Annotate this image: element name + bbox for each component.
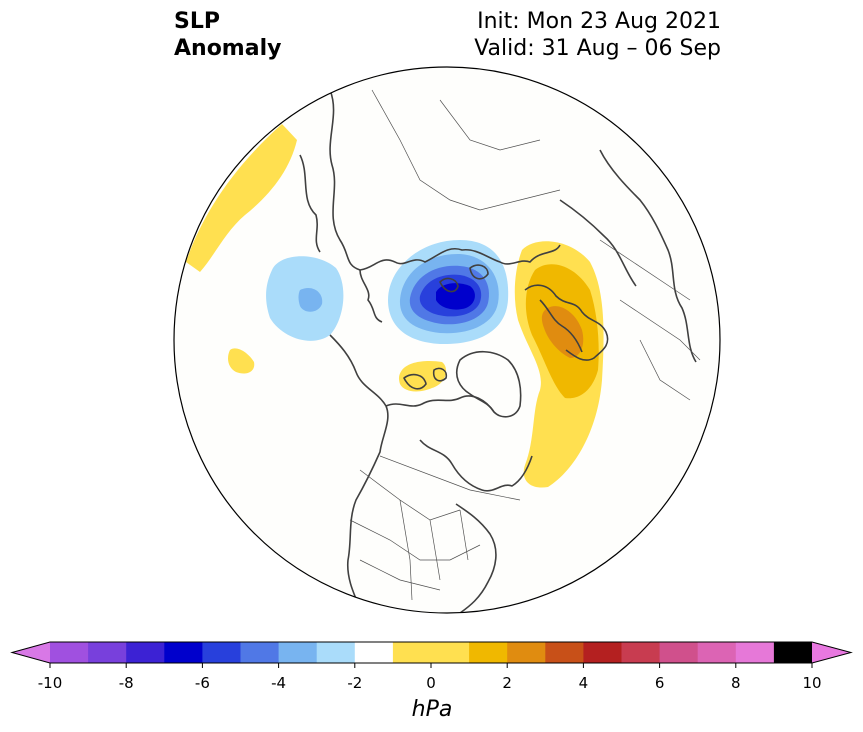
date-info: Init: Mon 23 Aug 2021 Valid: 31 Aug – 06… — [474, 8, 721, 62]
colorbar-segment — [316, 642, 356, 663]
colorbar-tick-label: 10 — [802, 674, 821, 692]
colorbar-tick-label: -10 — [38, 674, 63, 692]
colorbar-ticks: -10 -8 -6 -4 -2 0 2 4 6 8 10 — [38, 663, 822, 692]
coastlines — [299, 89, 697, 613]
colorbar-segment — [354, 642, 394, 663]
colorbar-segment — [50, 642, 89, 663]
init-date: Init: Mon 23 Aug 2021 — [477, 9, 721, 34]
colorbar-extend-low — [12, 642, 50, 663]
colorbar-tick-label: -8 — [119, 674, 134, 692]
colorbar-segment — [126, 642, 165, 663]
colorbar-segment — [164, 642, 203, 663]
colorbar-segments — [10, 641, 853, 664]
borders — [349, 89, 701, 601]
colorbar-tick-label: 0 — [426, 674, 436, 692]
colorbar-tick-label: -4 — [271, 674, 286, 692]
colorbar-segment — [735, 642, 775, 663]
colorbar-segment — [773, 642, 813, 663]
colorbar-segment — [545, 642, 584, 663]
colorbar-segment — [507, 642, 546, 663]
anomaly-pacific-positive — [186, 124, 297, 272]
colorbar-segment — [202, 642, 241, 663]
anomaly-pole-negative — [388, 240, 509, 345]
colorbar-tick-label: 4 — [579, 674, 589, 692]
colorbar-segment — [659, 642, 699, 663]
title-line-1: SLP — [174, 9, 220, 34]
colorbar-segment — [621, 642, 661, 663]
colorbar-segment — [240, 642, 280, 663]
title-line-2: Anomaly — [174, 36, 282, 61]
anomaly-europe-positive — [514, 241, 604, 488]
colorbar: -10 -8 -6 -4 -2 0 2 4 6 8 10 hPa — [10, 641, 853, 722]
colorbar-segment — [392, 642, 470, 663]
colorbar-segment — [469, 642, 508, 663]
colorbar-segment — [88, 642, 127, 663]
colorbar-tick-label: 8 — [731, 674, 741, 692]
colorbar-segment — [697, 642, 737, 663]
colorbar-extend-high — [812, 642, 851, 663]
colorbar-tick-label: 2 — [502, 674, 512, 692]
colorbar-tick-label: 6 — [655, 674, 665, 692]
colorbar-unit-label: hPa — [412, 697, 453, 722]
valid-range: Valid: 31 Aug – 06 Sep — [474, 36, 721, 61]
colorbar-segment — [583, 642, 622, 663]
polar-map — [173, 66, 721, 614]
anomaly-siberia-negative — [266, 256, 344, 341]
colorbar-tick-label: -2 — [347, 674, 362, 692]
map-boundary — [173, 66, 721, 614]
colorbar-tick-label: -6 — [195, 674, 210, 692]
anomaly-pacific-small-positive — [228, 348, 255, 374]
colorbar-segment — [278, 642, 318, 663]
map-title: SLP Anomaly — [174, 8, 281, 62]
anomaly-greenland-positive — [398, 360, 447, 392]
